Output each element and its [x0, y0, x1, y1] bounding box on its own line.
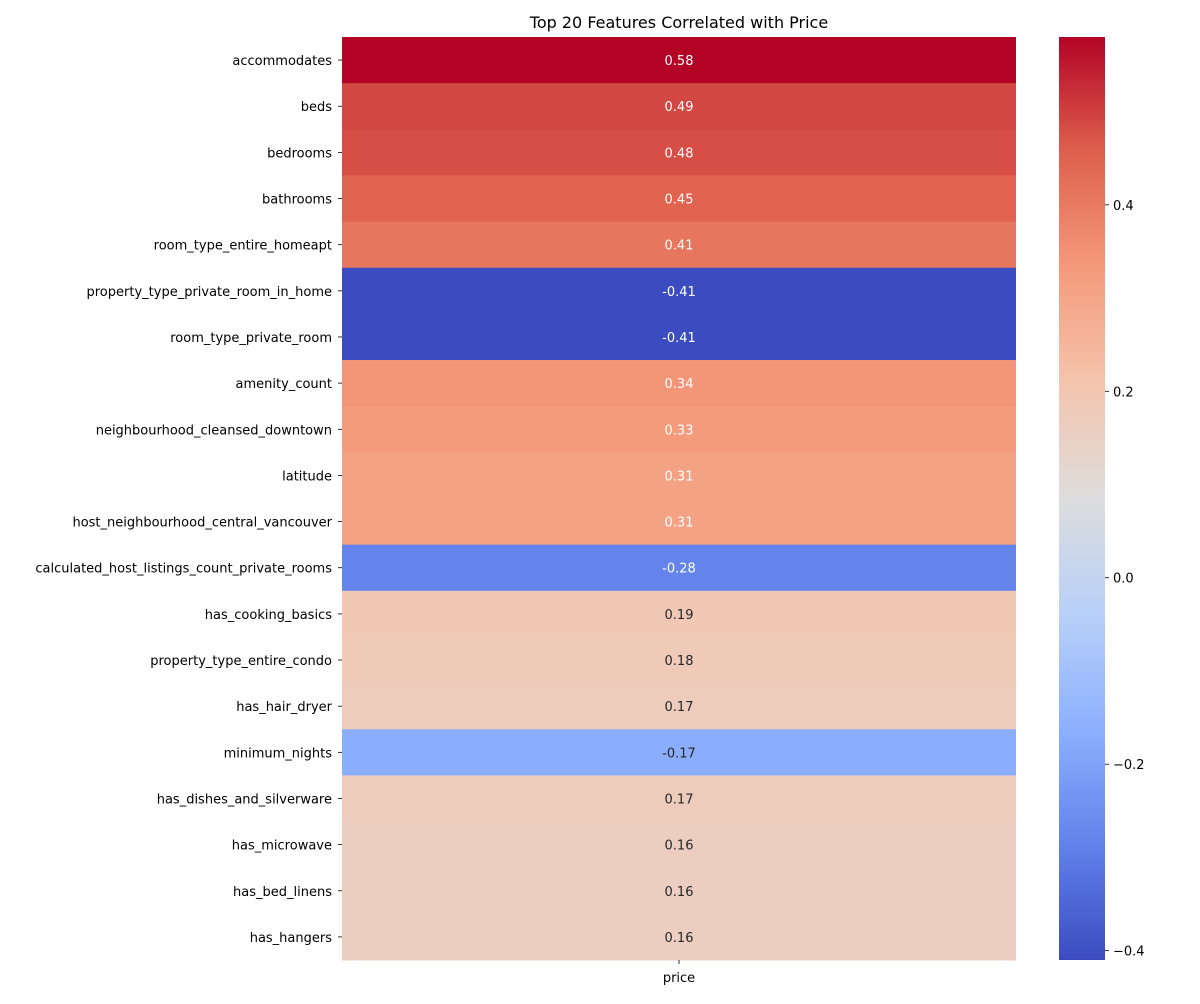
cell-value-label: 0.58	[665, 54, 694, 69]
row-label: room_type_private_room	[170, 331, 332, 346]
chart-title: Top 20 Features Correlated with Price	[529, 13, 828, 32]
heatmap-cell	[342, 683, 1016, 730]
cell-value-label: 0.16	[665, 931, 694, 946]
column-labels: price	[663, 960, 695, 986]
cell-value-label: 0.16	[665, 839, 694, 854]
row-label: has_hangers	[250, 931, 333, 946]
colorbar: −0.4 −0.2 0.0 0.2 0.4	[1059, 37, 1145, 960]
cell-value-label: 0.31	[665, 516, 694, 531]
row-labels: accommodates beds bedrooms bathrooms room_ty…	[35, 54, 342, 946]
colorbar-tick-label: −0.4	[1113, 945, 1145, 960]
heatmap-cell	[342, 267, 1016, 315]
cell-value-label: -0.28	[662, 562, 696, 577]
heatmap-cell	[342, 360, 1016, 407]
row-label: host_neighbourhood_central_vancouver	[72, 516, 332, 531]
heatmap-cell	[342, 452, 1016, 499]
row-label: bathrooms	[262, 193, 332, 208]
cell-value-label: 0.49	[665, 100, 694, 115]
row-label: has_cooking_basics	[205, 608, 332, 623]
row-label: room_type_entire_homeapt	[154, 239, 332, 254]
heatmap-cell-labels: 0.58 0.49 0.48 0.45 0.41 -0.41 -0.41 0.34 0.33 0.…	[662, 54, 696, 946]
row-label: calculated_host_listings_count_private_r…	[35, 562, 332, 577]
heatmap-cell	[342, 313, 1016, 361]
cell-value-label: 0.18	[665, 654, 694, 669]
row-label: neighbourhood_cleansed_downtown	[96, 423, 332, 438]
colorbar-tick-label: 0.0	[1113, 572, 1134, 587]
row-label: amenity_count	[236, 377, 332, 392]
colorbar-bar	[1059, 37, 1105, 960]
row-label: has_dishes_and_silverware	[157, 792, 332, 807]
cell-value-label: 0.33	[665, 423, 694, 438]
heatmap-cell	[342, 590, 1016, 638]
cell-value-label: 0.31	[665, 469, 694, 484]
row-label: beds	[301, 100, 333, 115]
heatmap-cell	[342, 729, 1016, 776]
heatmap-cell	[342, 913, 1016, 961]
row-label: property_type_entire_condo	[150, 654, 332, 669]
row-label: bedrooms	[267, 146, 332, 161]
colorbar-tick-label: 0.4	[1113, 199, 1134, 214]
cell-value-label: 0.45	[665, 193, 694, 208]
cell-value-label: -0.41	[662, 285, 696, 300]
heatmap-cell	[342, 83, 1016, 130]
row-label: latitude	[282, 469, 332, 484]
column-label: price	[663, 971, 695, 986]
cell-value-label: 0.17	[665, 700, 694, 715]
cell-value-label: -0.17	[662, 746, 696, 761]
cell-value-label: 0.17	[665, 792, 694, 807]
cell-value-label: 0.16	[665, 885, 694, 900]
heatmap-cells	[342, 37, 1016, 961]
heatmap-cell	[342, 175, 1016, 223]
heatmap-cell	[342, 498, 1016, 546]
cell-value-label: 0.19	[665, 608, 694, 623]
heatmap-cell	[342, 544, 1016, 592]
heatmap-cell	[342, 406, 1016, 453]
row-label: minimum_nights	[224, 746, 333, 761]
heatmap-cell	[342, 221, 1016, 269]
row-label: has_bed_linens	[233, 885, 332, 900]
cell-value-label: 0.48	[665, 146, 694, 161]
cell-value-label: -0.41	[662, 331, 696, 346]
heatmap-cell	[342, 129, 1016, 176]
heatmap-cell	[342, 636, 1016, 684]
heatmap-cell	[342, 821, 1016, 869]
cell-value-label: 0.34	[665, 377, 694, 392]
row-label: property_type_private_room_in_home	[87, 285, 333, 300]
row-label: has_hair_dryer	[236, 700, 332, 715]
heatmap-cell	[342, 867, 1016, 915]
colorbar-tick-label: 0.2	[1113, 385, 1134, 400]
row-label: has_microwave	[232, 839, 332, 854]
cell-value-label: 0.41	[665, 239, 694, 254]
heatmap-cell	[342, 775, 1016, 823]
colorbar-tick-label: −0.2	[1113, 758, 1145, 773]
row-label: accommodates	[232, 54, 332, 69]
heatmap-cell	[342, 37, 1016, 84]
